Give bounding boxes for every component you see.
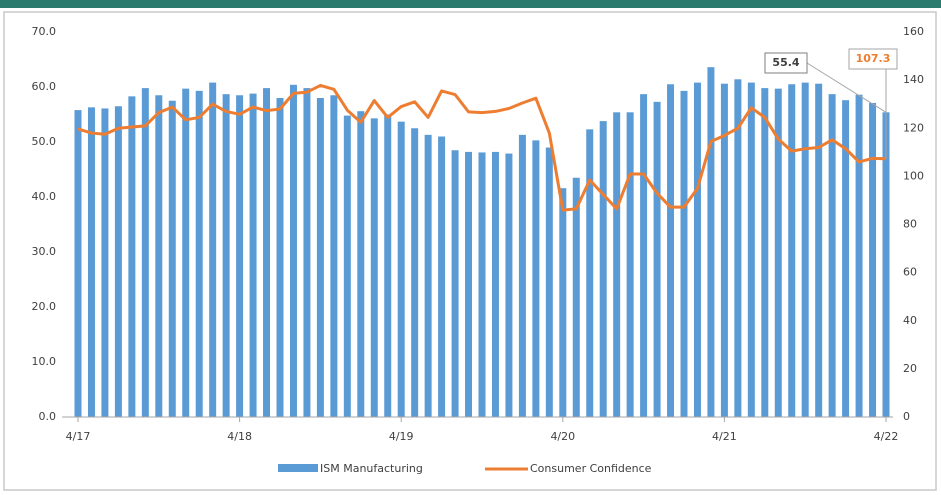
annotation: 55.4	[772, 56, 799, 69]
bar	[572, 177, 580, 417]
legend-label: ISM Manufacturing	[320, 462, 423, 475]
bar	[667, 84, 675, 417]
bar	[128, 96, 136, 417]
bar	[545, 147, 553, 417]
bar	[303, 88, 311, 417]
bar	[491, 151, 499, 417]
bar	[195, 90, 203, 417]
bar	[236, 95, 244, 417]
bar	[613, 112, 621, 418]
leader-line	[806, 62, 887, 113]
bar	[87, 107, 95, 417]
y-tick-label: 40.0	[32, 190, 57, 203]
bar	[478, 152, 486, 417]
bar	[263, 88, 271, 417]
bar	[357, 111, 365, 417]
bar	[559, 188, 567, 417]
bar	[222, 94, 230, 418]
bar	[505, 153, 513, 418]
bar	[774, 88, 782, 418]
bar	[747, 82, 755, 417]
y2-tick-label: 80	[903, 218, 917, 231]
line	[77, 83, 887, 212]
y-tick-label: 30.0	[32, 245, 57, 258]
y-tick-label: 10.0	[32, 355, 57, 368]
bar	[289, 84, 297, 418]
bar	[788, 84, 796, 417]
x-tick-label: 4/17	[66, 430, 91, 443]
bar	[855, 94, 863, 417]
bar	[249, 93, 257, 417]
bar	[828, 94, 836, 418]
bar	[182, 88, 190, 418]
y2-tick-label: 100	[903, 169, 924, 182]
x-tick-label: 4/18	[227, 430, 252, 443]
x-tick-label: 4/21	[712, 430, 737, 443]
bar	[640, 94, 648, 418]
bar	[451, 150, 459, 417]
annotation-box	[764, 52, 808, 74]
bar	[384, 114, 392, 417]
top-band	[0, 0, 941, 8]
y2-tick-label: 20	[903, 362, 917, 375]
y2-tick-label: 0	[903, 410, 910, 423]
bar	[438, 136, 446, 417]
x-tick-label: 4/20	[550, 430, 575, 443]
annotation: 107.3	[856, 52, 891, 65]
y-tick-label: 60.0	[32, 80, 57, 93]
bar	[815, 83, 823, 417]
y2-tick-label: 120	[903, 121, 924, 134]
bar	[882, 112, 890, 418]
annotation-box	[848, 48, 898, 70]
bar	[276, 98, 284, 417]
bar	[168, 100, 176, 417]
y-tick-label: 50.0	[32, 135, 57, 148]
y2-tick-label: 140	[903, 73, 924, 86]
y-tick-label: 70.0	[32, 25, 57, 38]
bar	[316, 98, 324, 417]
bar	[74, 110, 82, 417]
y2-tick-label: 60	[903, 266, 917, 279]
bar	[397, 121, 405, 418]
bar	[869, 102, 877, 417]
bar	[680, 90, 688, 417]
y-tick-label: 0.0	[39, 410, 57, 423]
bar	[761, 88, 769, 417]
bar	[209, 82, 217, 417]
bar	[518, 134, 526, 417]
bar	[734, 79, 742, 418]
y-tick-label: 20.0	[32, 300, 57, 313]
bar	[842, 100, 850, 417]
bar	[599, 121, 607, 417]
bar	[653, 101, 661, 417]
bar	[465, 151, 473, 417]
y2-tick-label: 40	[903, 314, 917, 327]
legend-swatch	[278, 464, 318, 472]
bar	[707, 67, 715, 417]
bar	[586, 129, 594, 417]
x-tick-label: 4/22	[874, 430, 899, 443]
bar	[141, 88, 149, 417]
bar	[626, 112, 634, 418]
y2-tick-label: 160	[903, 25, 924, 38]
bar	[370, 118, 378, 417]
bar	[532, 140, 540, 417]
bar	[330, 95, 338, 417]
bar	[155, 95, 163, 417]
bar	[693, 82, 701, 417]
bar	[720, 83, 728, 417]
bar	[343, 115, 351, 417]
bar	[411, 128, 419, 417]
bar	[114, 106, 122, 417]
bar	[801, 82, 809, 417]
bar	[101, 108, 109, 417]
bar	[424, 134, 432, 417]
legend-label: Consumer Confidence	[530, 462, 652, 475]
x-tick-label: 4/19	[389, 430, 414, 443]
